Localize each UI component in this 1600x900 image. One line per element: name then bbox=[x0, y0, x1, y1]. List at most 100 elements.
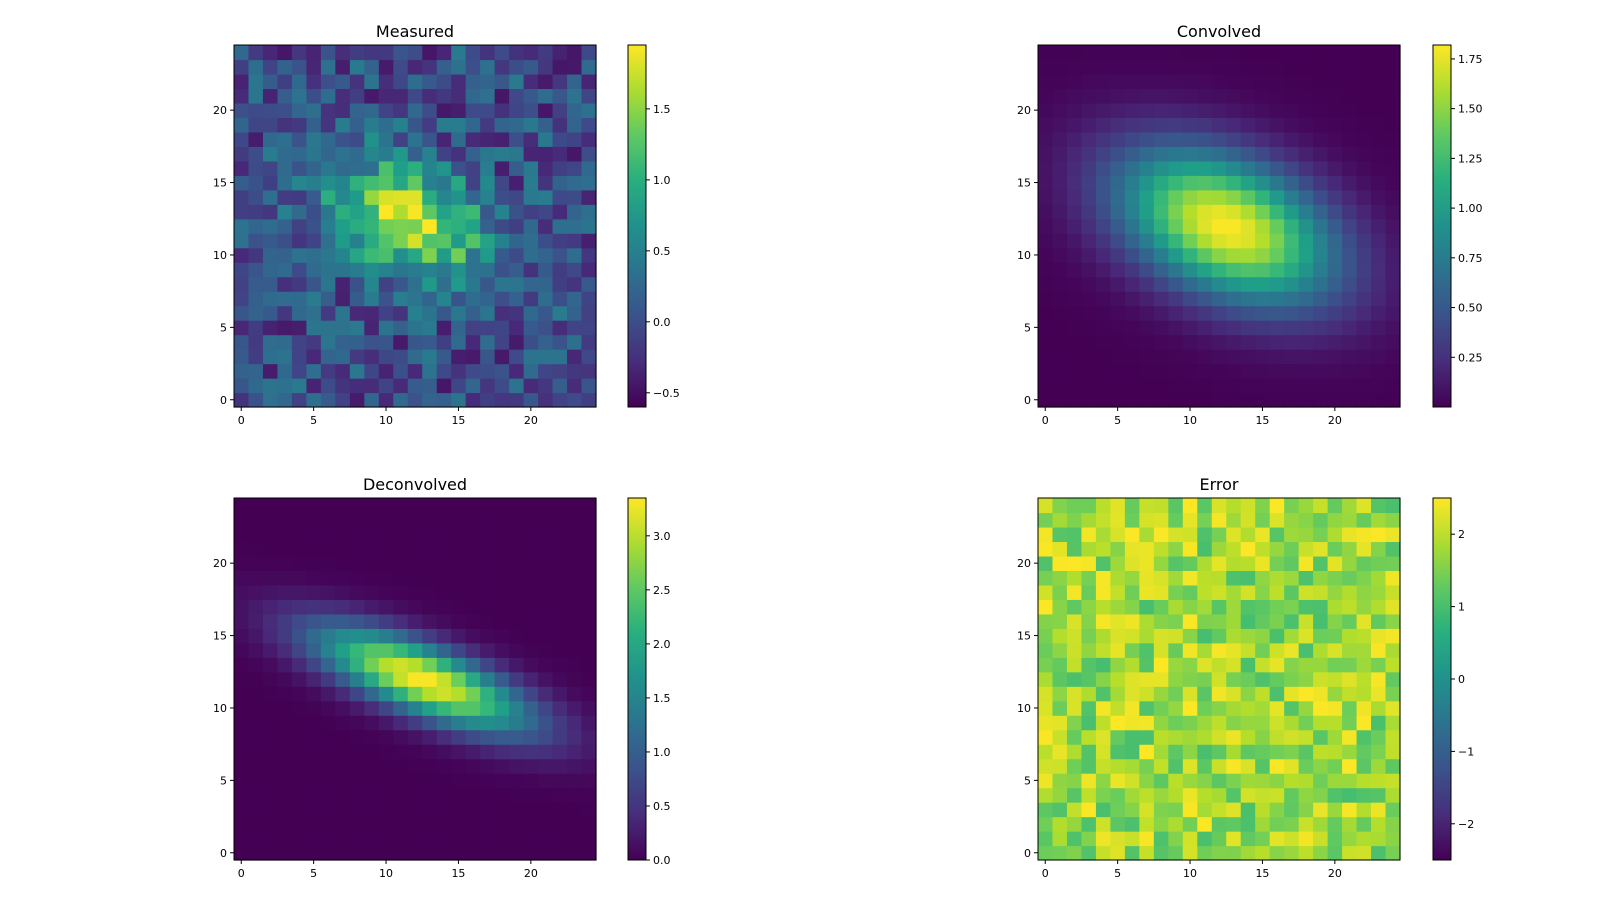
heatmap-cell bbox=[1081, 700, 1097, 716]
x-tick-label: 15 bbox=[1255, 414, 1269, 427]
heatmap-cell bbox=[1081, 512, 1097, 528]
heatmap-cell bbox=[1124, 526, 1140, 543]
heatmap-cell bbox=[378, 59, 394, 75]
heatmap-cell bbox=[291, 613, 307, 629]
heatmap-cell bbox=[1298, 802, 1314, 818]
heatmap-cell bbox=[1211, 671, 1227, 687]
heatmap-cell bbox=[1284, 570, 1300, 586]
heatmap-cell bbox=[523, 700, 539, 716]
heatmap-cell bbox=[277, 146, 293, 162]
heatmap-cell bbox=[1052, 233, 1068, 249]
heatmap-cell bbox=[1298, 189, 1314, 205]
heatmap-cell bbox=[248, 526, 264, 543]
heatmap-cell bbox=[480, 671, 496, 687]
heatmap-cell bbox=[509, 584, 525, 600]
heatmap-cell bbox=[291, 831, 307, 847]
heatmap-cell bbox=[1371, 378, 1387, 394]
heatmap-cell bbox=[234, 189, 250, 205]
heatmap-cell bbox=[1182, 262, 1198, 278]
heatmap-cell bbox=[1284, 555, 1300, 571]
heatmap-cell bbox=[1110, 291, 1126, 307]
heatmap-cell bbox=[277, 758, 293, 774]
heatmap-cell bbox=[538, 744, 554, 760]
heatmap-cell bbox=[1153, 320, 1169, 336]
heatmap-cell bbox=[1226, 613, 1242, 629]
heatmap-cell bbox=[1255, 628, 1271, 644]
heatmap-cell bbox=[349, 758, 365, 774]
heatmap-cell bbox=[1197, 512, 1213, 528]
heatmap-cell bbox=[364, 526, 380, 543]
heatmap-cell bbox=[277, 320, 293, 336]
heatmap-cell bbox=[1269, 831, 1285, 847]
heatmap-cell bbox=[1124, 73, 1140, 90]
heatmap-cell bbox=[248, 541, 264, 557]
heatmap-cell bbox=[1240, 657, 1256, 673]
heatmap-cell bbox=[291, 189, 307, 205]
heatmap-cell bbox=[393, 628, 409, 644]
heatmap-cell bbox=[262, 291, 279, 307]
heatmap-cell bbox=[1356, 555, 1372, 571]
heatmap-cell bbox=[1052, 392, 1068, 408]
heatmap-cell bbox=[320, 613, 336, 629]
heatmap-cell bbox=[552, 526, 568, 543]
heatmap-cell bbox=[1081, 845, 1097, 861]
heatmap-cell bbox=[1313, 378, 1329, 394]
heatmap-cell bbox=[538, 512, 554, 528]
heatmap-cell bbox=[1226, 160, 1242, 176]
heatmap-cell bbox=[248, 45, 264, 61]
colorbar-tick-label: 0 bbox=[1458, 673, 1465, 686]
heatmap-cell bbox=[1066, 102, 1083, 118]
heatmap-cell bbox=[567, 305, 583, 321]
heatmap-cell bbox=[335, 671, 351, 687]
heatmap-cell bbox=[277, 512, 293, 528]
heatmap-cell bbox=[1240, 189, 1256, 205]
heatmap-cell bbox=[523, 555, 539, 571]
heatmap-cell bbox=[1327, 599, 1343, 615]
heatmap-cell bbox=[291, 715, 307, 731]
heatmap-cell bbox=[523, 218, 539, 234]
heatmap-cell bbox=[262, 305, 279, 321]
heatmap-cell bbox=[1313, 189, 1329, 205]
heatmap-cell bbox=[1139, 700, 1155, 716]
heatmap-cell bbox=[538, 555, 554, 571]
heatmap-cell bbox=[248, 291, 264, 307]
heatmap-cell bbox=[364, 59, 380, 75]
heatmap-cell bbox=[1298, 700, 1314, 716]
heatmap-cell bbox=[1095, 555, 1111, 571]
heatmap-cell bbox=[234, 686, 250, 702]
heatmap-cell bbox=[1385, 305, 1401, 321]
heatmap-cell bbox=[407, 218, 423, 234]
heatmap-cell bbox=[465, 262, 481, 278]
heatmap-cell bbox=[451, 189, 467, 205]
heatmap-cell bbox=[1284, 363, 1300, 379]
heatmap-cell bbox=[465, 320, 481, 336]
heatmap-cell bbox=[1211, 204, 1227, 220]
heatmap-cell bbox=[1153, 45, 1169, 61]
heatmap-cell bbox=[1066, 146, 1083, 162]
heatmap-cell bbox=[320, 73, 336, 90]
heatmap-cell bbox=[1255, 686, 1271, 702]
x-tick-label: 20 bbox=[1328, 414, 1342, 427]
heatmap-cell bbox=[306, 218, 322, 234]
heatmap-cell bbox=[1139, 729, 1155, 745]
heatmap-cell bbox=[1066, 276, 1083, 292]
heatmap-cell bbox=[1327, 204, 1343, 220]
heatmap-cell bbox=[1211, 729, 1227, 745]
heatmap-cell bbox=[552, 305, 568, 321]
heatmap-cell bbox=[1110, 131, 1126, 147]
heatmap-cell bbox=[567, 204, 583, 220]
heatmap-cell bbox=[1284, 305, 1300, 321]
heatmap-cell bbox=[335, 117, 351, 133]
heatmap-cell bbox=[1038, 73, 1054, 90]
heatmap-cell bbox=[1095, 845, 1111, 861]
heatmap-cell bbox=[1066, 392, 1083, 408]
heatmap-cell bbox=[436, 555, 452, 571]
colorbar-tick-label: 3.0 bbox=[653, 530, 671, 543]
heatmap-cell bbox=[538, 117, 554, 133]
heatmap-cell bbox=[509, 686, 525, 702]
heatmap-cell bbox=[1153, 218, 1169, 234]
heatmap-cell bbox=[1269, 642, 1285, 658]
heatmap-cell bbox=[1313, 175, 1329, 191]
heatmap-cell bbox=[1255, 102, 1271, 118]
heatmap-cell bbox=[422, 715, 438, 731]
